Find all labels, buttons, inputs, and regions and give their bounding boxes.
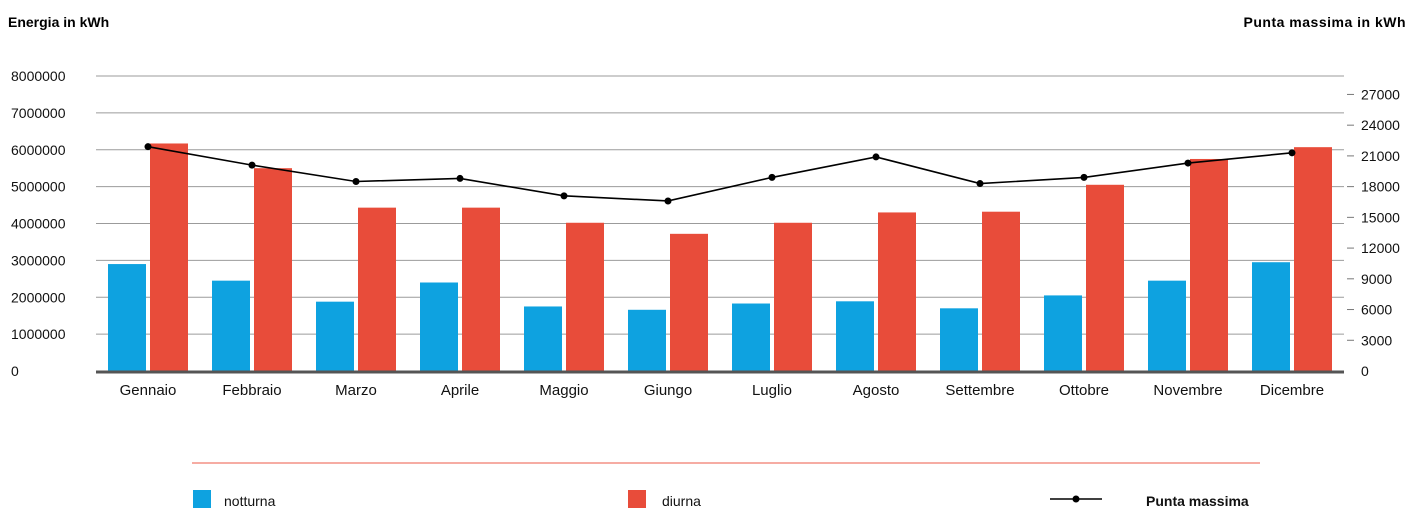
left-tick-label: 8000000 <box>11 68 66 84</box>
category-label: Giungo <box>644 382 692 399</box>
bar-diurna <box>254 168 292 371</box>
right-tick-label: 0 <box>1361 363 1369 379</box>
category-label: Novembre <box>1153 382 1222 399</box>
bar-notturna <box>420 282 458 371</box>
category-label: Maggio <box>539 382 588 399</box>
category-label: Aprile <box>441 382 479 399</box>
point-punta-massima <box>768 173 776 181</box>
right-tick-label: 9000 <box>1361 271 1392 287</box>
bar-diurna <box>566 222 604 371</box>
bar-diurna <box>150 143 188 371</box>
bar-diurna <box>774 222 812 371</box>
bar-notturna <box>1044 295 1082 371</box>
right-tick-label: 12000 <box>1361 240 1400 256</box>
point-punta-massima <box>1288 149 1296 157</box>
bar-diurna <box>1190 158 1228 371</box>
category-label: Gennaio <box>120 382 177 399</box>
left-tick-label: 2000000 <box>11 289 66 305</box>
bar-diurna <box>462 207 500 371</box>
bar-diurna <box>1086 184 1124 371</box>
legend-marker-punta-massima <box>1072 495 1080 503</box>
point-punta-massima <box>456 174 464 182</box>
legend-swatch-diurna <box>628 490 646 508</box>
category-label: Settembre <box>945 382 1014 399</box>
right-tick-label: 24000 <box>1361 117 1400 133</box>
point-punta-massima <box>560 192 568 200</box>
bar-notturna <box>316 301 354 371</box>
line-punta-massima <box>147 145 1293 202</box>
category-label: Agosto <box>853 382 900 399</box>
bar-notturna <box>836 301 874 371</box>
legend-label-punta-massima: Punta massima <box>1146 493 1249 509</box>
right-tick-label: 21000 <box>1361 148 1400 164</box>
bar-notturna <box>732 303 770 371</box>
left-tick-label: 6000000 <box>11 142 66 158</box>
right-tick-label: 27000 <box>1361 86 1400 102</box>
bar-diurna <box>878 212 916 371</box>
right-tick-label: 6000 <box>1361 302 1392 318</box>
bar-diurna <box>1294 147 1332 371</box>
right-axis-title: Punta massima in kWh <box>1243 14 1406 30</box>
point-punta-massima <box>664 197 672 205</box>
right-tick-label: 3000 <box>1361 332 1392 348</box>
bar-diurna <box>358 207 396 371</box>
left-axis-title: Energia in kWh <box>8 14 110 30</box>
legend-swatch-notturna <box>193 490 211 508</box>
bar-diurna <box>982 211 1020 371</box>
category-label: Dicembre <box>1260 382 1324 399</box>
left-tick-label: 0 <box>11 363 19 379</box>
bar-notturna <box>1148 280 1186 371</box>
right-tick-label: 18000 <box>1361 179 1400 195</box>
point-punta-massima <box>976 180 984 188</box>
bar-notturna <box>212 280 250 371</box>
category-label: Ottobre <box>1059 382 1109 399</box>
point-punta-massima <box>1184 159 1192 167</box>
left-tick-label: 7000000 <box>11 105 66 121</box>
point-punta-massima <box>1080 173 1088 181</box>
point-punta-massima <box>144 143 152 151</box>
left-tick-label: 3000000 <box>11 252 66 268</box>
bar-notturna <box>628 309 666 371</box>
category-label: Marzo <box>335 382 377 399</box>
bar-notturna <box>108 264 146 371</box>
left-tick-label: 1000000 <box>11 326 66 342</box>
left-tick-label: 5000000 <box>11 179 66 195</box>
category-label: Luglio <box>752 382 792 399</box>
bar-notturna <box>1252 262 1290 371</box>
bar-notturna <box>524 306 562 371</box>
legend-label-diurna: diurna <box>662 493 701 509</box>
bar-notturna <box>940 308 978 371</box>
left-tick-label: 4000000 <box>11 216 66 232</box>
point-punta-massima <box>248 161 256 169</box>
point-punta-massima <box>352 178 360 186</box>
category-label: Febbraio <box>222 382 281 399</box>
legend-label-notturna: notturna <box>224 493 276 509</box>
point-punta-massima <box>872 153 880 161</box>
right-tick-label: 15000 <box>1361 209 1400 225</box>
bar-diurna <box>670 233 708 371</box>
